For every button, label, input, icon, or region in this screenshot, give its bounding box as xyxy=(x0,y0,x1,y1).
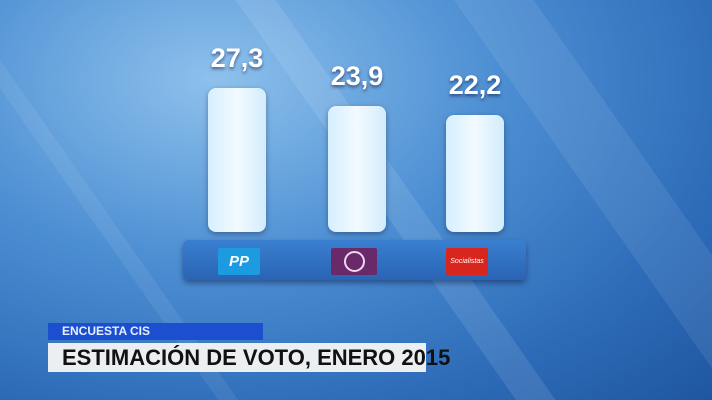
value-label: 23,9 xyxy=(330,60,384,91)
bar-podemos xyxy=(328,105,386,232)
psoe-logo-icon: Socialistas xyxy=(446,248,488,275)
bar-pp xyxy=(208,88,266,232)
bar-psoe xyxy=(446,114,504,232)
pp-logo-icon: PP xyxy=(218,248,260,275)
caption-title: ESTIMACIÓN DE VOTO, ENERO 2015 xyxy=(48,343,450,372)
caption-kicker: ENCUESTA CIS xyxy=(48,323,263,340)
value-label: 22,2 xyxy=(448,69,502,100)
party-logo-bar: PP Socialistas xyxy=(183,240,526,280)
podemos-logo-icon xyxy=(331,248,377,275)
value-label: 27,3 xyxy=(210,43,264,73)
bar-chart: 27,3 23,9 22,2 xyxy=(208,43,504,232)
